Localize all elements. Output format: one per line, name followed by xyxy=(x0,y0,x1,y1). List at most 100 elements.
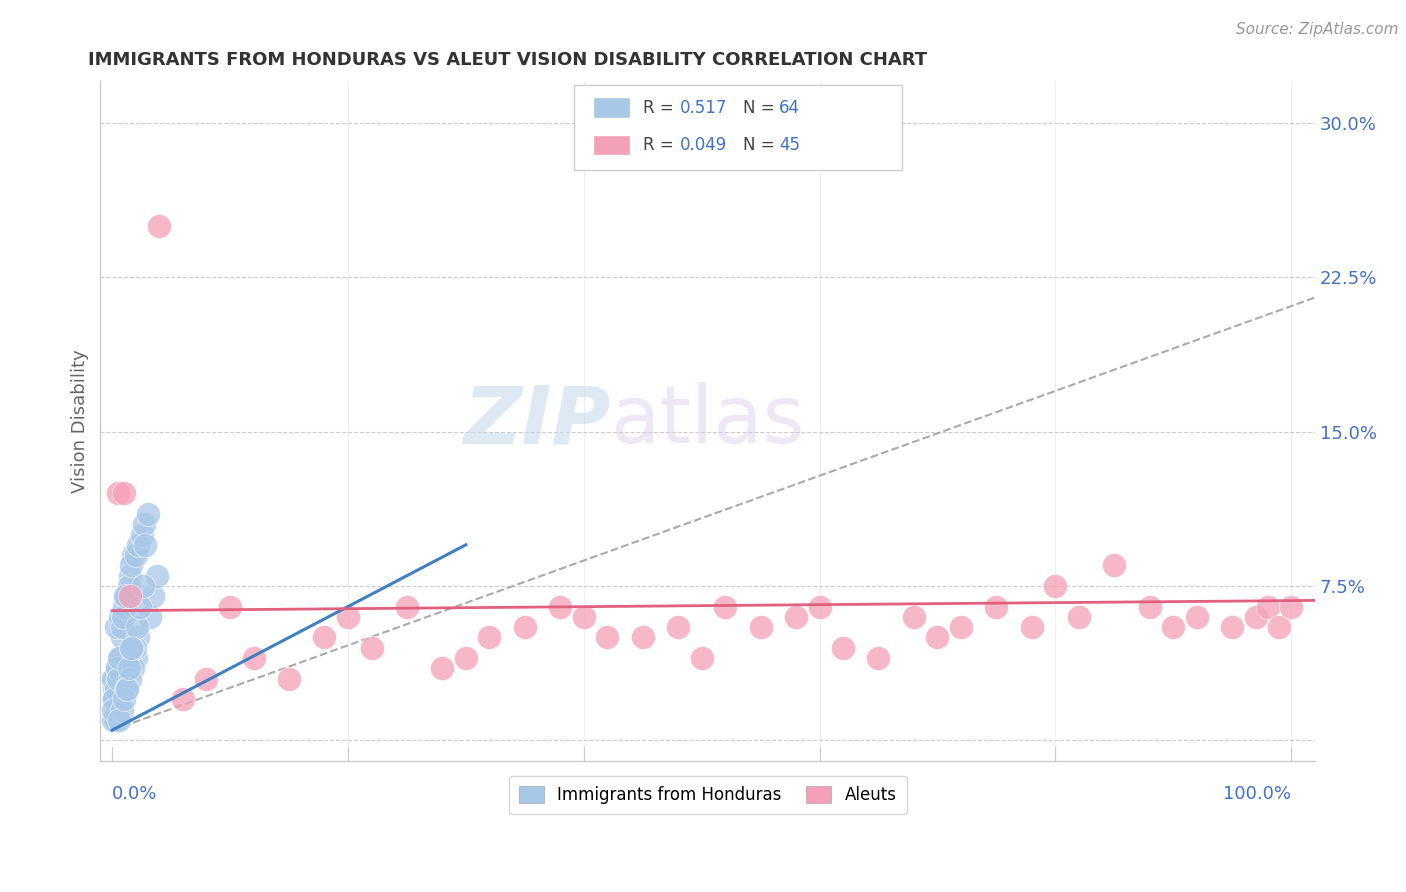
Point xyxy=(986,599,1008,614)
Point xyxy=(1067,610,1090,624)
Point xyxy=(336,610,359,624)
Point xyxy=(1244,610,1267,624)
Point xyxy=(927,631,949,645)
Point xyxy=(1185,610,1208,624)
Point xyxy=(103,681,125,696)
Point xyxy=(105,702,128,716)
Point xyxy=(242,651,264,665)
Y-axis label: Vision Disability: Vision Disability xyxy=(72,350,89,493)
Point xyxy=(1021,620,1043,634)
Point xyxy=(122,661,145,675)
Point xyxy=(118,589,141,603)
Point xyxy=(114,589,136,603)
Text: 45: 45 xyxy=(779,136,800,154)
Point xyxy=(107,681,129,696)
Point xyxy=(117,579,139,593)
Point xyxy=(125,651,148,665)
Point xyxy=(903,610,925,624)
Point xyxy=(104,681,127,696)
Point xyxy=(107,672,129,686)
Point xyxy=(548,599,571,614)
Point xyxy=(112,599,135,614)
Point xyxy=(513,620,536,634)
Point xyxy=(105,661,128,675)
Point xyxy=(112,486,135,500)
Point xyxy=(1161,620,1184,634)
Point xyxy=(122,548,145,562)
Point xyxy=(666,620,689,634)
Point xyxy=(1045,579,1067,593)
Point xyxy=(195,672,218,686)
Point xyxy=(868,651,890,665)
Point xyxy=(596,631,619,645)
Text: R =: R = xyxy=(643,136,679,154)
Text: 0.517: 0.517 xyxy=(679,99,727,117)
Point xyxy=(432,661,454,675)
Point xyxy=(572,610,595,624)
Point xyxy=(103,672,125,686)
FancyBboxPatch shape xyxy=(574,85,901,169)
Text: 0.049: 0.049 xyxy=(679,136,727,154)
Point xyxy=(110,631,132,645)
Point xyxy=(131,527,153,541)
Point xyxy=(118,672,141,686)
Point xyxy=(117,661,139,675)
Point xyxy=(454,651,477,665)
Point xyxy=(134,538,156,552)
Text: N =: N = xyxy=(742,99,779,117)
Point xyxy=(1279,599,1302,614)
Point xyxy=(107,486,129,500)
Point xyxy=(139,610,162,624)
Point xyxy=(1220,620,1243,634)
Point xyxy=(108,651,131,665)
Point xyxy=(124,640,146,655)
Point xyxy=(219,599,242,614)
FancyBboxPatch shape xyxy=(593,97,630,118)
Point xyxy=(115,681,138,696)
Point xyxy=(142,589,165,603)
Point xyxy=(146,568,169,582)
Point xyxy=(103,692,125,706)
Text: R =: R = xyxy=(643,99,679,117)
Text: 100.0%: 100.0% xyxy=(1223,785,1291,803)
Point xyxy=(103,702,125,716)
Text: N =: N = xyxy=(742,136,779,154)
Point xyxy=(110,620,132,634)
Point xyxy=(125,620,148,634)
Point xyxy=(808,599,831,614)
Point xyxy=(749,620,772,634)
Point xyxy=(395,599,418,614)
Point xyxy=(314,631,336,645)
Point xyxy=(136,507,159,521)
Point xyxy=(103,692,125,706)
Text: 0.0%: 0.0% xyxy=(112,785,157,803)
Point xyxy=(103,692,125,706)
Point xyxy=(110,610,132,624)
Point xyxy=(120,640,142,655)
Point xyxy=(110,651,132,665)
Point xyxy=(103,672,125,686)
Point xyxy=(111,610,134,624)
Point xyxy=(104,713,127,727)
Point xyxy=(108,692,131,706)
Point xyxy=(690,651,713,665)
Point xyxy=(105,661,128,675)
Text: IMMIGRANTS FROM HONDURAS VS ALEUT VISION DISABILITY CORRELATION CHART: IMMIGRANTS FROM HONDURAS VS ALEUT VISION… xyxy=(89,51,928,69)
Point xyxy=(112,692,135,706)
Point xyxy=(148,219,170,233)
Point xyxy=(117,681,139,696)
Point xyxy=(107,672,129,686)
Point xyxy=(103,713,125,727)
Point xyxy=(103,692,125,706)
Point xyxy=(110,702,132,716)
Point xyxy=(172,692,194,706)
Text: Source: ZipAtlas.com: Source: ZipAtlas.com xyxy=(1236,22,1399,37)
Point xyxy=(478,631,501,645)
Point xyxy=(278,672,301,686)
Point xyxy=(832,640,855,655)
Point xyxy=(104,713,127,727)
Point xyxy=(118,568,141,582)
Point xyxy=(105,692,128,706)
Point xyxy=(104,620,127,634)
Point xyxy=(104,681,127,696)
